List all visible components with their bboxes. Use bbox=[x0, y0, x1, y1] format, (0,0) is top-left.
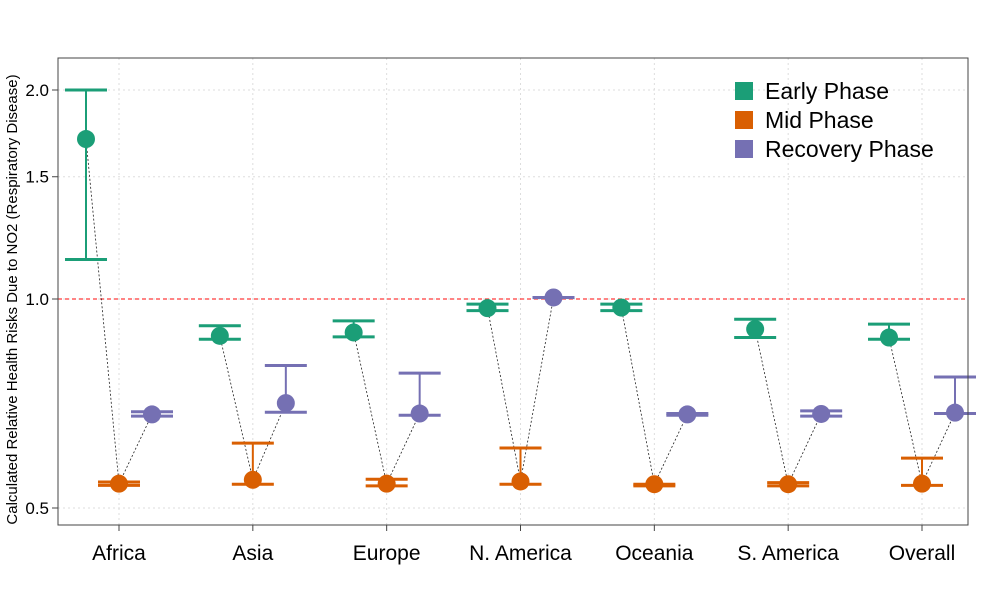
legend-label: Early Phase bbox=[765, 78, 889, 104]
y-tick-label: 1.0 bbox=[25, 290, 49, 309]
data-point bbox=[478, 299, 497, 318]
data-point bbox=[210, 326, 229, 345]
data-point bbox=[612, 298, 631, 317]
x-tick-label: N. America bbox=[469, 542, 572, 565]
data-points bbox=[77, 130, 964, 494]
x-tick-label: Africa bbox=[92, 542, 146, 565]
y-tick-label: 0.5 bbox=[25, 499, 49, 518]
data-point bbox=[344, 323, 363, 342]
data-point bbox=[746, 320, 765, 339]
data-point bbox=[544, 288, 563, 307]
phase-connector bbox=[754, 329, 822, 486]
legend-label: Recovery Phase bbox=[765, 136, 934, 162]
axes: 0.5 1.0 1.5 2.0 Africa Asia Europe N. America Oc… bbox=[25, 81, 955, 565]
legend-swatch bbox=[735, 82, 753, 100]
legend-label: Mid Phase bbox=[765, 107, 874, 133]
data-point bbox=[779, 475, 798, 494]
plot-frame bbox=[57, 57, 969, 526]
phase-connectors bbox=[85, 138, 956, 486]
data-point bbox=[645, 475, 664, 494]
x-tick-label: Overall bbox=[889, 542, 956, 565]
x-tick-label: Europe bbox=[353, 542, 421, 565]
y-axis-label: Calculated Relative Health Risks Due to … bbox=[4, 74, 21, 524]
data-point bbox=[880, 328, 898, 347]
legend: Early Phase Mid Phase Recovery Phase bbox=[735, 78, 934, 162]
data-point bbox=[77, 130, 95, 149]
x-tick-label: Asia bbox=[232, 542, 273, 565]
data-point bbox=[243, 470, 262, 489]
phase-connector bbox=[85, 138, 153, 486]
data-point bbox=[511, 472, 530, 491]
phase-connector bbox=[219, 335, 287, 482]
legend-swatch bbox=[735, 111, 753, 129]
y-tick-label: 1.5 bbox=[25, 168, 49, 187]
legend-swatch bbox=[735, 140, 753, 158]
data-point bbox=[913, 474, 931, 493]
x-tick-label: S. America bbox=[737, 542, 839, 565]
x-tick-label: Oceania bbox=[615, 542, 694, 565]
data-point bbox=[678, 405, 697, 424]
data-point bbox=[143, 405, 161, 424]
data-point bbox=[410, 404, 429, 423]
data-point bbox=[377, 474, 396, 493]
data-point bbox=[110, 474, 128, 493]
data-point bbox=[812, 404, 831, 423]
data-point bbox=[946, 403, 964, 422]
y-tick-label: 2.0 bbox=[25, 81, 49, 100]
data-point bbox=[276, 394, 295, 413]
